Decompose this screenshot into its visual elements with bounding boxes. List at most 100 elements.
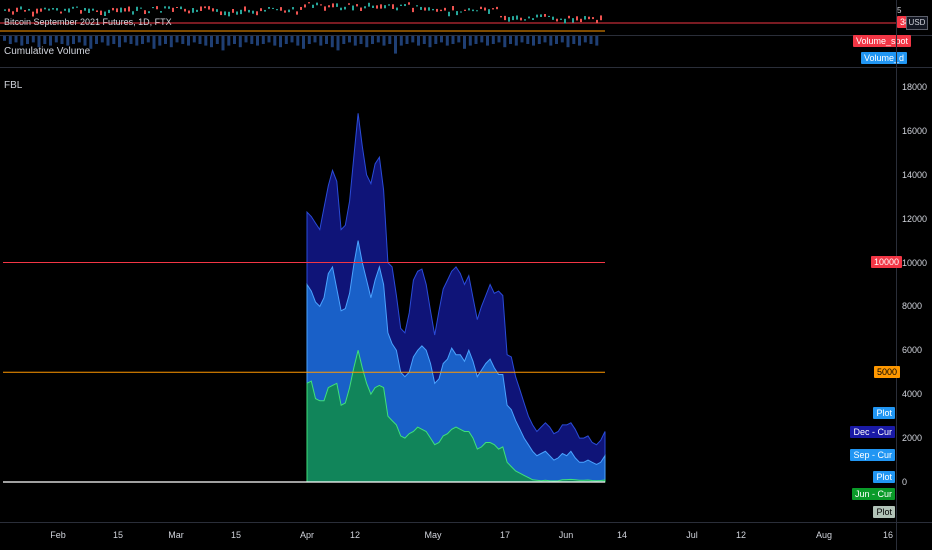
y-tick-label: 2000 bbox=[902, 433, 923, 444]
price-candle bbox=[556, 18, 558, 22]
volume-bar bbox=[422, 36, 426, 44]
volume-bar bbox=[509, 36, 512, 44]
pane-divider-2[interactable] bbox=[0, 67, 932, 68]
price-candle bbox=[572, 18, 574, 23]
line-10000-tag: 10000 bbox=[871, 256, 903, 268]
price-candle bbox=[396, 7, 398, 11]
volume-bar bbox=[100, 36, 104, 43]
x-tick-label: Mar bbox=[168, 530, 184, 540]
price-candle bbox=[160, 11, 162, 13]
price-candle bbox=[416, 5, 418, 7]
volume-bar bbox=[198, 36, 202, 44]
volume-bar bbox=[26, 36, 29, 44]
price-candle bbox=[288, 9, 290, 13]
volume-bar bbox=[371, 36, 374, 44]
price-candle bbox=[472, 9, 474, 12]
price-candle bbox=[20, 6, 22, 10]
price-candle bbox=[580, 18, 582, 23]
price-candle bbox=[312, 4, 314, 8]
price-candle bbox=[552, 16, 554, 20]
volume-bar bbox=[135, 36, 139, 46]
volume-bar bbox=[233, 36, 236, 44]
pane-divider-1[interactable] bbox=[0, 35, 932, 36]
price-candle bbox=[372, 5, 374, 8]
volume-bar bbox=[273, 36, 277, 46]
price-candle bbox=[324, 6, 326, 11]
price-candle bbox=[60, 11, 62, 14]
volume-spot-tag: Volume_spot bbox=[853, 35, 912, 47]
price-candle bbox=[80, 10, 82, 14]
price-candle bbox=[296, 11, 298, 15]
price-candle bbox=[456, 11, 458, 16]
price-candle bbox=[508, 17, 510, 22]
price-candle bbox=[32, 11, 34, 17]
legend-tag-plot: Plot bbox=[873, 471, 895, 483]
price-candle bbox=[348, 3, 350, 5]
volume-bar bbox=[302, 36, 305, 49]
price-candle bbox=[492, 8, 494, 10]
price-candle bbox=[48, 8, 50, 11]
price-candle bbox=[600, 15, 602, 21]
price-candle bbox=[356, 4, 358, 7]
price-candle bbox=[336, 3, 338, 7]
price-candle bbox=[424, 7, 426, 11]
volume-bar bbox=[152, 36, 156, 49]
price-candle bbox=[380, 4, 382, 9]
volume-bar bbox=[54, 36, 58, 43]
volume-bar bbox=[250, 36, 254, 44]
price-candle bbox=[308, 2, 310, 4]
price-candle bbox=[152, 7, 154, 9]
x-tick-label: Aug bbox=[815, 530, 833, 540]
volume-bar bbox=[20, 36, 24, 46]
price-candle bbox=[412, 7, 414, 13]
volume-bar bbox=[497, 36, 501, 43]
volume-bar bbox=[336, 36, 340, 51]
price-candle bbox=[96, 10, 98, 12]
area-series-jun-cur bbox=[306, 350, 606, 483]
volume-bar bbox=[66, 36, 70, 46]
volume-bar bbox=[141, 36, 144, 44]
volume-d-tag: Volume_d bbox=[861, 52, 908, 64]
price-candle bbox=[284, 10, 286, 13]
price-pane[interactable]: Bitcoin September 2021 Futures, 1D, FTX … bbox=[0, 0, 932, 36]
y-tick-label: 16000 bbox=[902, 125, 928, 136]
x-tick-label: Jul bbox=[686, 530, 698, 540]
price-candle bbox=[132, 11, 134, 15]
volume-bar bbox=[342, 36, 346, 44]
volume-bar bbox=[325, 36, 328, 44]
y-tick-label: 12000 bbox=[902, 213, 928, 224]
price-candle bbox=[136, 6, 138, 11]
volume-bar bbox=[8, 36, 12, 44]
volume-bar bbox=[463, 36, 466, 49]
x-tick-label: 17 bbox=[499, 530, 511, 540]
price-candle bbox=[28, 8, 30, 11]
price-candle bbox=[176, 6, 178, 8]
price-candle bbox=[400, 4, 402, 6]
price-candle bbox=[72, 6, 74, 9]
volume-bar bbox=[181, 36, 185, 44]
price-candle bbox=[592, 17, 594, 20]
volume-bar bbox=[566, 36, 570, 48]
price-candle bbox=[248, 9, 250, 13]
price-candle bbox=[52, 7, 54, 10]
y-tick-label: 0 bbox=[902, 477, 908, 487]
volume-bar bbox=[434, 36, 438, 44]
volume-bar bbox=[261, 36, 265, 44]
volume-bar bbox=[112, 36, 116, 44]
price-candle bbox=[264, 9, 266, 12]
volume-pane[interactable]: Cumulative Volume 0 Volume_spot Volume_d bbox=[0, 35, 932, 68]
volume-bar bbox=[83, 36, 87, 46]
volume-bar bbox=[595, 36, 599, 46]
price-candle bbox=[528, 16, 530, 19]
price-candle bbox=[124, 8, 126, 12]
price-candle bbox=[64, 8, 66, 11]
price-candle bbox=[188, 10, 190, 14]
currency-button[interactable]: USD bbox=[906, 16, 928, 30]
price-candle bbox=[352, 5, 354, 11]
price-candle bbox=[436, 8, 438, 12]
x-tick-label: Feb bbox=[50, 530, 66, 540]
y-tick-label: 10000 bbox=[902, 257, 928, 268]
volume-bar bbox=[468, 36, 472, 46]
volume-bar bbox=[578, 36, 581, 46]
price-candle bbox=[484, 7, 486, 11]
